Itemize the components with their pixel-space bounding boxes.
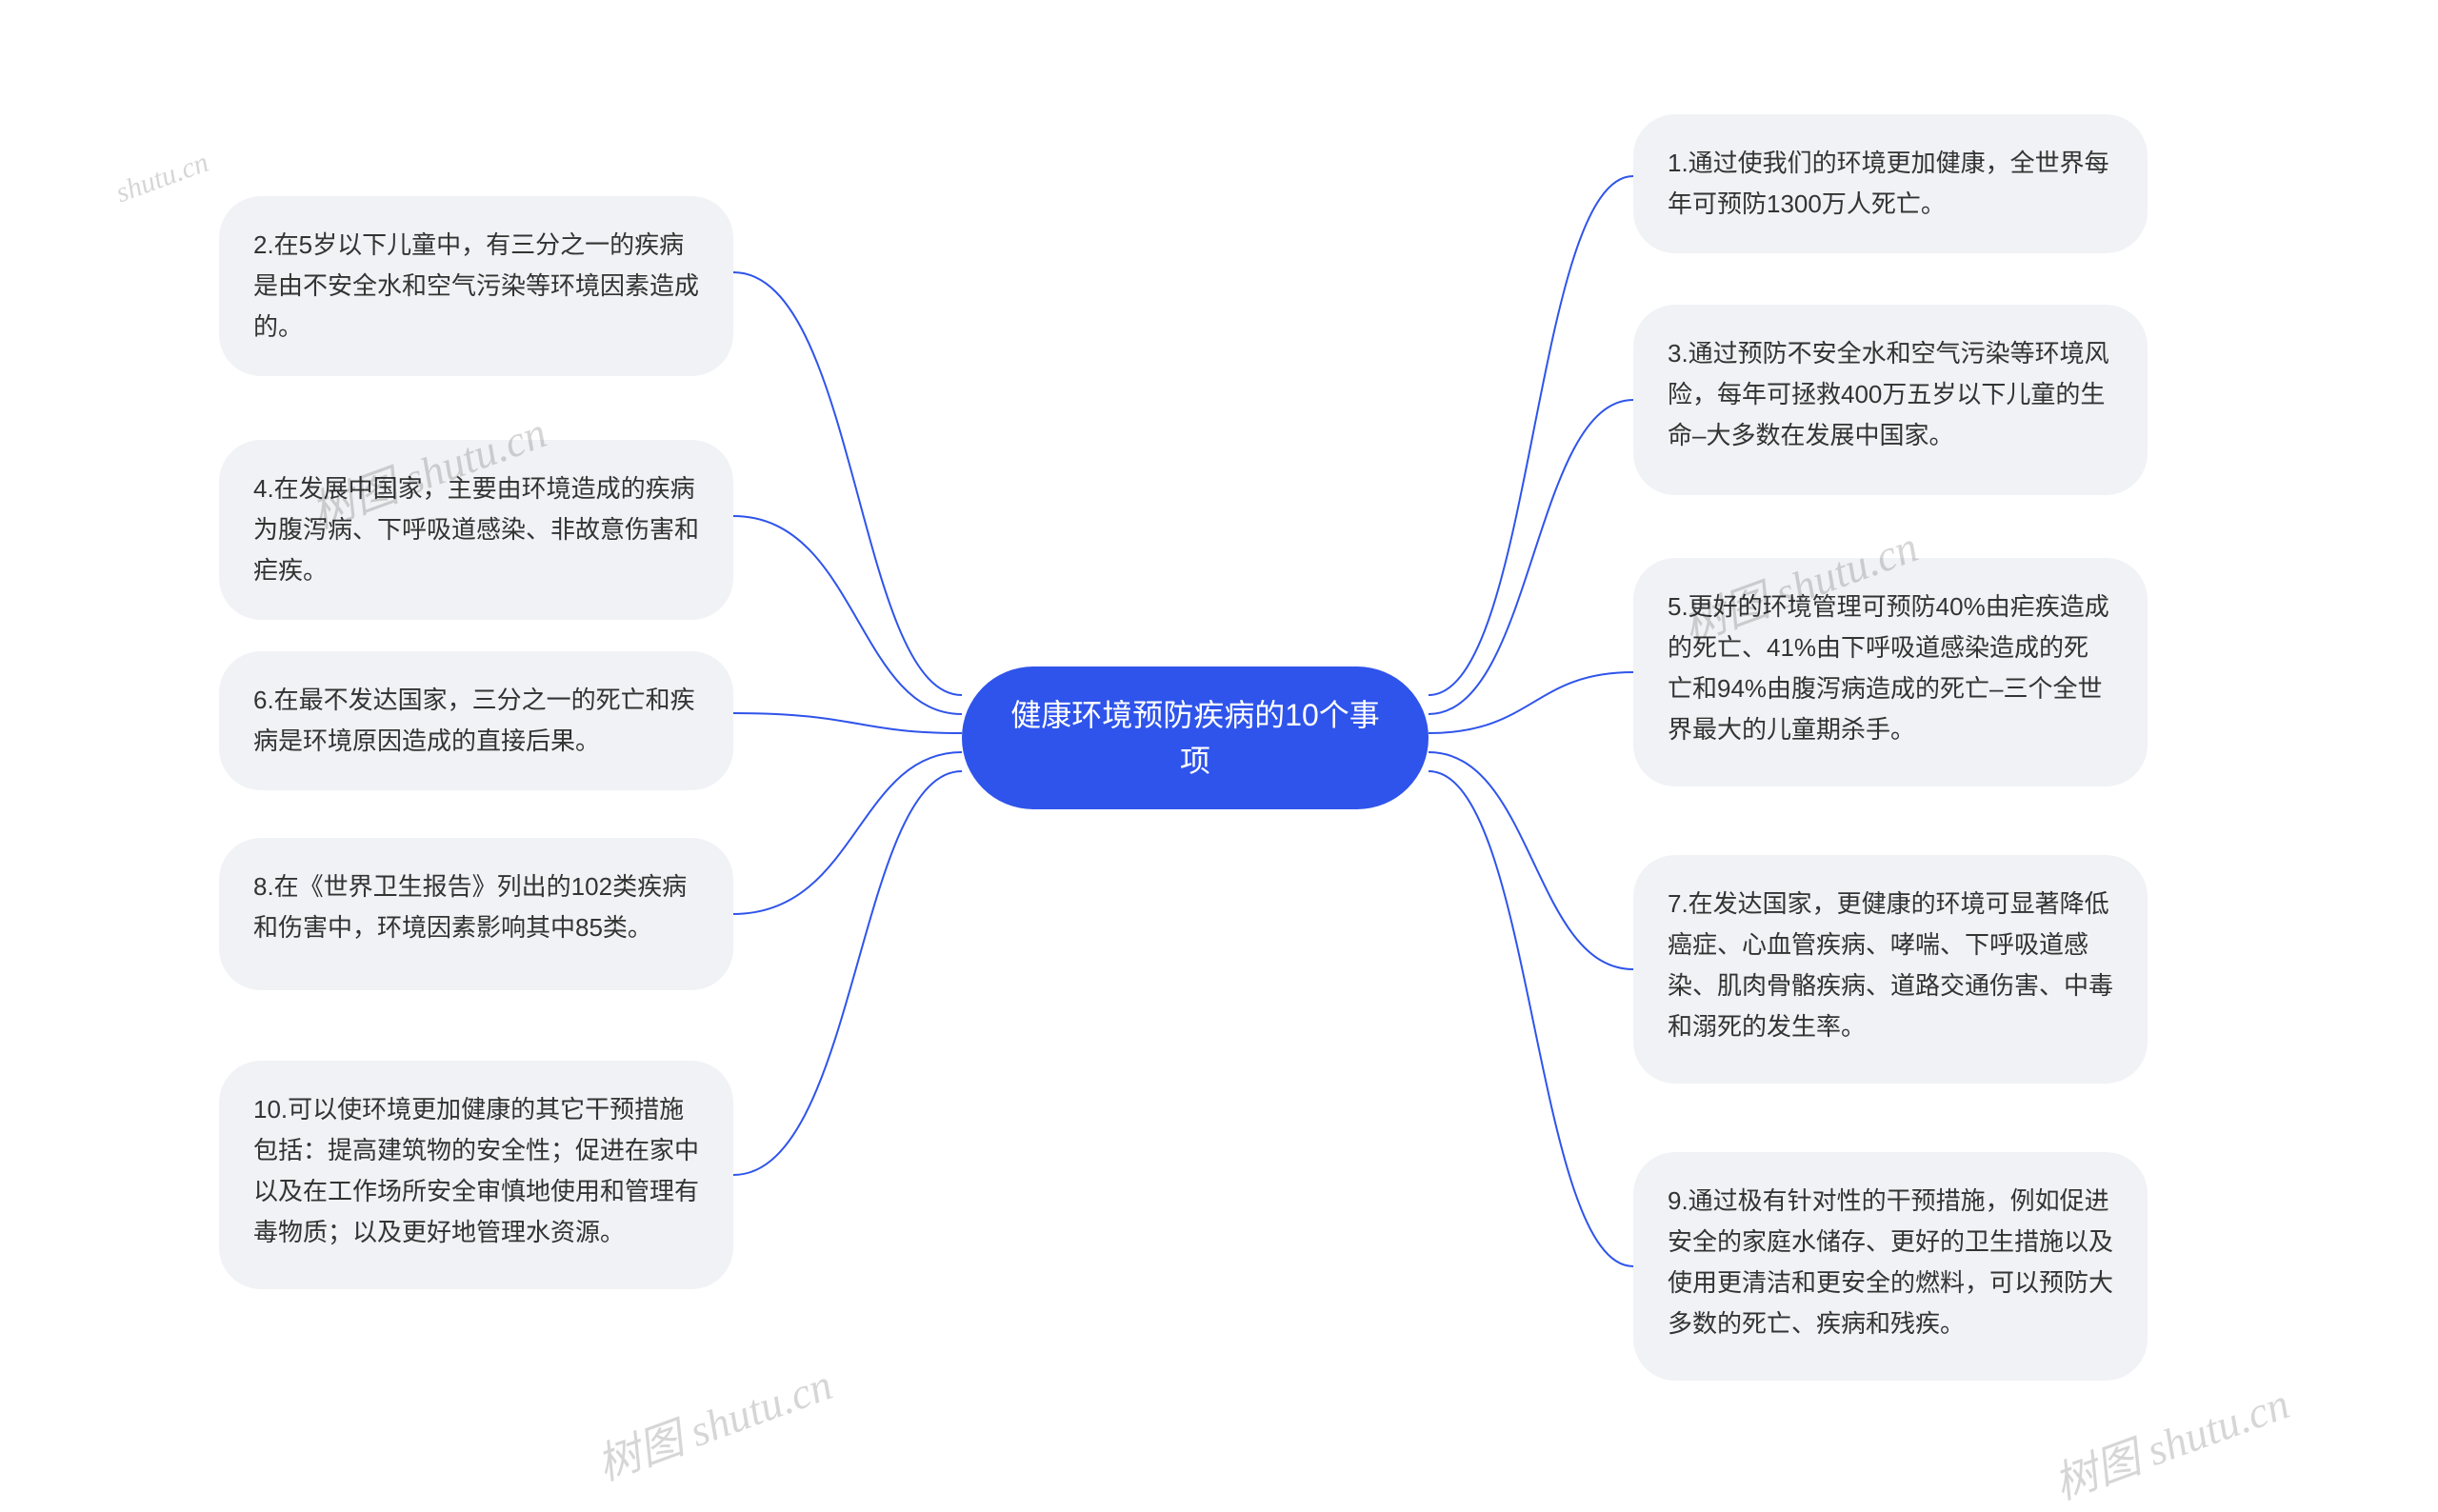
branch-node-2-text: 2.在5岁以下儿童中，有三分之一的疾病是由不安全水和空气污染等环境因素造成的。 (253, 230, 699, 341)
branch-node-2: 2.在5岁以下儿童中，有三分之一的疾病是由不安全水和空气污染等环境因素造成的。 (219, 196, 733, 376)
branch-node-3-text: 3.通过预防不安全水和空气污染等环境风险，每年可拯救400万五岁以下儿童的生命–… (1668, 339, 2109, 449)
branch-node-10: 10.可以使环境更加健康的其它干预措施包括：提高建筑物的安全性；促进在家中以及在… (219, 1061, 733, 1289)
branch-node-1: 1.通过使我们的环境更加健康，全世界每年可预防1300万人死亡。 (1633, 114, 2148, 253)
branch-node-5-text: 5.更好的环境管理可预防40%由疟疾造成的死亡、41%由下呼吸道感染造成的死亡和… (1668, 592, 2109, 744)
branch-node-5: 5.更好的环境管理可预防40%由疟疾造成的死亡、41%由下呼吸道感染造成的死亡和… (1633, 558, 2148, 786)
branch-node-7-text: 7.在发达国家，更健康的环境可显著降低癌症、心血管疾病、哮喘、下呼吸道感染、肌肉… (1668, 889, 2113, 1041)
center-node-label: 健康环境预防疾病的10个事项 (1000, 692, 1390, 784)
branch-node-7: 7.在发达国家，更健康的环境可显著降低癌症、心血管疾病、哮喘、下呼吸道感染、肌肉… (1633, 855, 2148, 1084)
branch-node-10-text: 10.可以使环境更加健康的其它干预措施包括：提高建筑物的安全性；促进在家中以及在… (253, 1095, 699, 1246)
branch-node-6: 6.在最不发达国家，三分之一的死亡和疾病是环境原因造成的直接后果。 (219, 651, 733, 790)
branch-node-1-text: 1.通过使我们的环境更加健康，全世界每年可预防1300万人死亡。 (1668, 149, 2109, 218)
branch-node-4: 4.在发展中国家，主要由环境造成的疾病为腹泻病、下呼吸道感染、非故意伤害和疟疾。 (219, 440, 733, 620)
mindmap-canvas: 健康环境预防疾病的10个事项 2.在5岁以下儿童中，有三分之一的疾病是由不安全水… (0, 0, 2438, 1477)
branch-node-6-text: 6.在最不发达国家，三分之一的死亡和疾病是环境原因造成的直接后果。 (253, 686, 695, 755)
branch-node-4-text: 4.在发展中国家，主要由环境造成的疾病为腹泻病、下呼吸道感染、非故意伤害和疟疾。 (253, 474, 699, 585)
branch-node-9: 9.通过极有针对性的干预措施，例如促进安全的家庭水储存、更好的卫生措施以及使用更… (1633, 1152, 2148, 1381)
branch-node-3: 3.通过预防不安全水和空气污染等环境风险，每年可拯救400万五岁以下儿童的生命–… (1633, 305, 2148, 495)
branch-node-9-text: 9.通过极有针对性的干预措施，例如促进安全的家庭水储存、更好的卫生措施以及使用更… (1668, 1186, 2113, 1338)
branch-node-8: 8.在《世界卫生报告》列出的102类疾病和伤害中，环境因素影响其中85类。 (219, 838, 733, 990)
center-node: 健康环境预防疾病的10个事项 (962, 666, 1429, 809)
branch-node-8-text: 8.在《世界卫生报告》列出的102类疾病和伤害中，环境因素影响其中85类。 (253, 872, 687, 942)
